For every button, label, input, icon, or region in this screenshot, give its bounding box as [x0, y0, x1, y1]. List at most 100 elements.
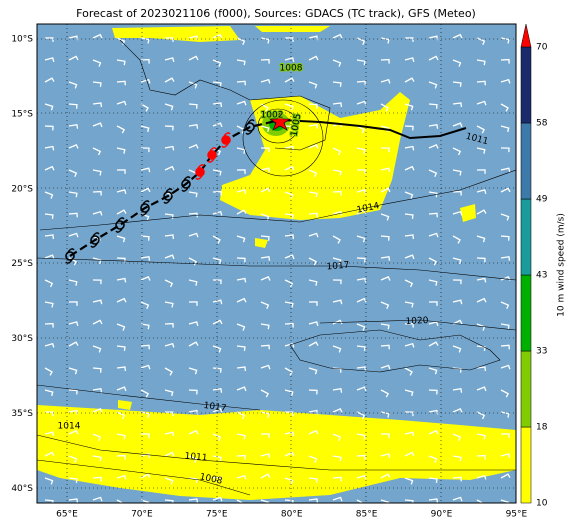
wind-barb: [260, 103, 269, 112]
wind-barb: [356, 125, 366, 134]
wind-barb: [44, 77, 55, 83]
wind-barb: [332, 169, 342, 176]
wind-barb: [92, 102, 103, 108]
isobar-label: 1008: [280, 64, 303, 74]
wind-barb: [380, 256, 391, 261]
wind-barb: [284, 125, 294, 131]
wind-barb: [308, 429, 319, 435]
wind-barb: [476, 100, 487, 106]
wind-barb: [212, 59, 222, 67]
storm-tail: [115, 217, 125, 233]
wind-barb: [212, 367, 222, 373]
wind-barb: [236, 345, 246, 352]
storm-symbol: [65, 251, 75, 261]
wind-barb: [500, 364, 511, 370]
wind-barb: [452, 81, 462, 88]
wind-barb: [116, 169, 126, 174]
wind-barb: [236, 366, 247, 372]
wind-barb: [188, 191, 198, 198]
wind-barb: [284, 57, 295, 62]
wind-barb: [116, 100, 127, 106]
wind-barb: [236, 499, 244, 503]
wind-barb: [92, 122, 103, 128]
wind-barb: [308, 498, 319, 503]
wind-barb: [68, 81, 78, 89]
wind-barb: [92, 279, 102, 285]
wind-barb: [164, 57, 175, 62]
wind-barb: [140, 167, 151, 173]
wind-barb: [212, 190, 222, 196]
wind-barb: [284, 322, 294, 328]
wind-barb: [188, 321, 199, 326]
wind-barb: [212, 433, 222, 442]
wind-barb: [380, 167, 391, 173]
wind-barb: [500, 78, 511, 84]
colorbar-extend: [520, 23, 532, 48]
wind-barb: [116, 147, 126, 154]
storm-tail: [163, 188, 173, 204]
wind-barb: [92, 210, 103, 216]
wind-barb: [404, 499, 414, 503]
wind-barb: [500, 235, 510, 241]
wind-barb: [188, 103, 198, 109]
wind-barb: [236, 59, 246, 66]
wind-barb: [92, 433, 102, 442]
wind-barb: [68, 103, 78, 109]
lat-label: 20°S: [11, 184, 33, 194]
wind-barb: [452, 476, 462, 482]
wind-barb: [452, 388, 463, 393]
colorbar-tick-label: 33: [536, 347, 547, 357]
wind-barb: [332, 257, 342, 265]
wind-barb: [356, 454, 366, 460]
wind-barb: [188, 477, 198, 484]
wind-barb: [356, 59, 366, 66]
wind-barb: [404, 125, 414, 131]
isobar-label: 1008: [199, 472, 224, 487]
wind-barb: [44, 213, 54, 220]
wind-barb: [68, 367, 78, 375]
wind-barb: [500, 37, 510, 44]
wind-barb: [284, 103, 294, 111]
wind-barb: [308, 477, 318, 484]
wind-barb: [116, 499, 124, 503]
wind-barb: [428, 389, 438, 395]
wind-barb: [452, 257, 462, 265]
wind-barb: [260, 213, 270, 221]
wind-barb: [308, 455, 318, 463]
wind-barb: [476, 386, 487, 392]
colorbar-tick-label: 70: [536, 43, 548, 53]
wind-barb: [404, 367, 413, 376]
wind-barb: [92, 147, 102, 156]
wind-barb: [500, 344, 510, 350]
storm-tail: [195, 164, 205, 180]
wind-barb: [452, 367, 462, 373]
wind-barb: [356, 323, 366, 331]
wind-barb: [404, 451, 415, 457]
wind-barb: [284, 145, 295, 151]
wind-barb: [476, 297, 487, 303]
wind-barb: [428, 498, 439, 503]
wind-barb: [116, 235, 126, 243]
wind-barb: [92, 455, 102, 462]
wind-barb: [404, 389, 414, 397]
wind-barb: [188, 55, 199, 61]
past-track: [69, 118, 281, 257]
wind-barb: [44, 103, 54, 111]
wind-barb: [332, 279, 342, 285]
storm-symbol: [207, 150, 217, 160]
wind-barb: [308, 257, 318, 266]
wind-barb: [116, 125, 126, 134]
wind-barb: [452, 345, 462, 353]
wind-barb: [140, 78, 151, 84]
wind-barb: [452, 455, 462, 462]
colorbar-tick-label: 49: [536, 195, 548, 205]
lon-label: 85°E: [356, 510, 378, 520]
lon-label: 75°E: [206, 510, 228, 520]
wind-barb: [236, 386, 247, 392]
isobar-label: 1017: [326, 261, 350, 273]
wind-barb: [212, 33, 223, 39]
wind-barb: [284, 191, 294, 199]
wind-barb: [452, 235, 461, 244]
wind-barb: [356, 100, 367, 106]
